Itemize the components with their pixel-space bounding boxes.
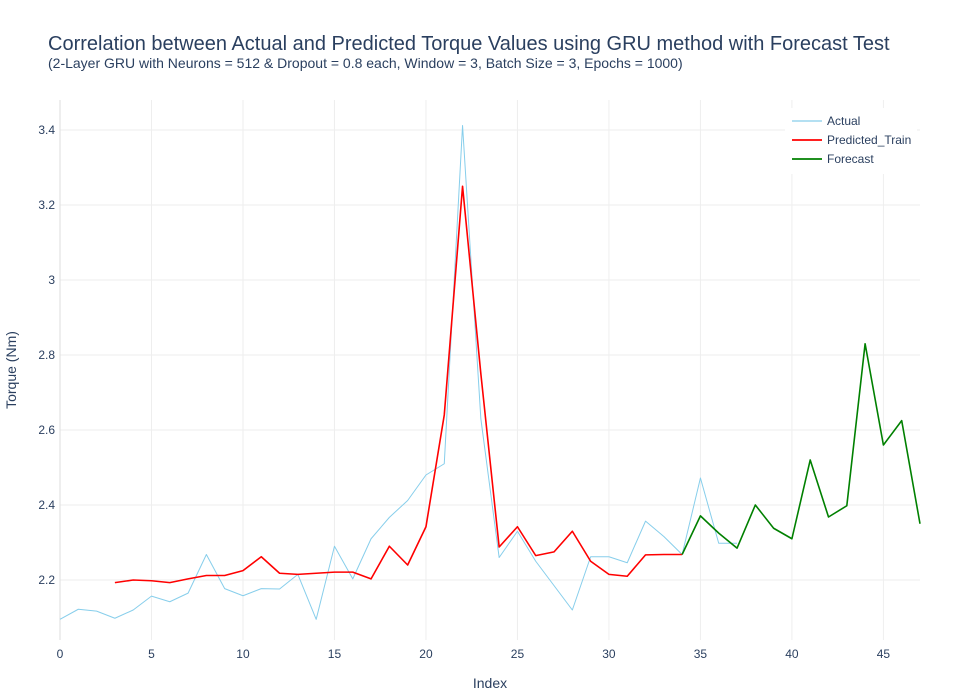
x-tick-label: 0 (57, 647, 64, 661)
legend-item-forecast[interactable]: Forecast (792, 152, 874, 166)
x-tick-label: 25 (511, 647, 525, 661)
series-line-forecast[interactable] (681, 342, 921, 555)
legend-item-predicted-train[interactable]: Predicted_Train (792, 133, 911, 147)
y-tick-label: 2.6 (38, 423, 55, 437)
x-tick-label: 15 (328, 647, 342, 661)
series-layer (59, 125, 921, 620)
x-tick-label: 35 (694, 647, 708, 661)
chart-subtitle: (2-Layer GRU with Neurons = 512 & Dropou… (48, 55, 683, 71)
x-axis-ticks: 0 5 10 15 20 25 30 35 40 45 (57, 647, 891, 661)
y-tick-label: 2.2 (38, 573, 55, 587)
x-tick-label: 30 (602, 647, 616, 661)
legend-label: Forecast (827, 152, 874, 166)
legend-background (785, 108, 917, 174)
x-tick-label: 10 (236, 647, 250, 661)
chart-title: Correlation between Actual and Predicted… (48, 33, 890, 55)
grid-layer (59, 100, 920, 640)
x-tick-label: 40 (785, 647, 799, 661)
x-tick-label: 45 (877, 647, 891, 661)
x-axis-title: Index (473, 675, 507, 691)
x-tick-label: 20 (419, 647, 433, 661)
y-tick-label: 2.4 (38, 498, 55, 512)
legend-label: Actual (827, 114, 860, 128)
y-tick-label: 3.4 (38, 123, 55, 137)
legend-item-actual[interactable]: Actual (792, 114, 860, 128)
y-axis-ticks: 2.2 2.4 2.6 2.8 3 3.2 3.4 (38, 123, 55, 587)
series-line-predicted-train[interactable] (114, 185, 683, 584)
y-axis-title: Torque (Nm) (3, 331, 19, 409)
legend-label: Predicted_Train (827, 133, 911, 147)
x-tick-label: 5 (148, 647, 155, 661)
series-line-actual[interactable] (59, 125, 738, 620)
y-tick-label: 2.8 (38, 348, 55, 362)
legend[interactable]: Actual Predicted_Train Forecast (785, 108, 917, 174)
y-tick-label: 3 (48, 273, 55, 287)
y-tick-label: 3.2 (38, 198, 55, 212)
